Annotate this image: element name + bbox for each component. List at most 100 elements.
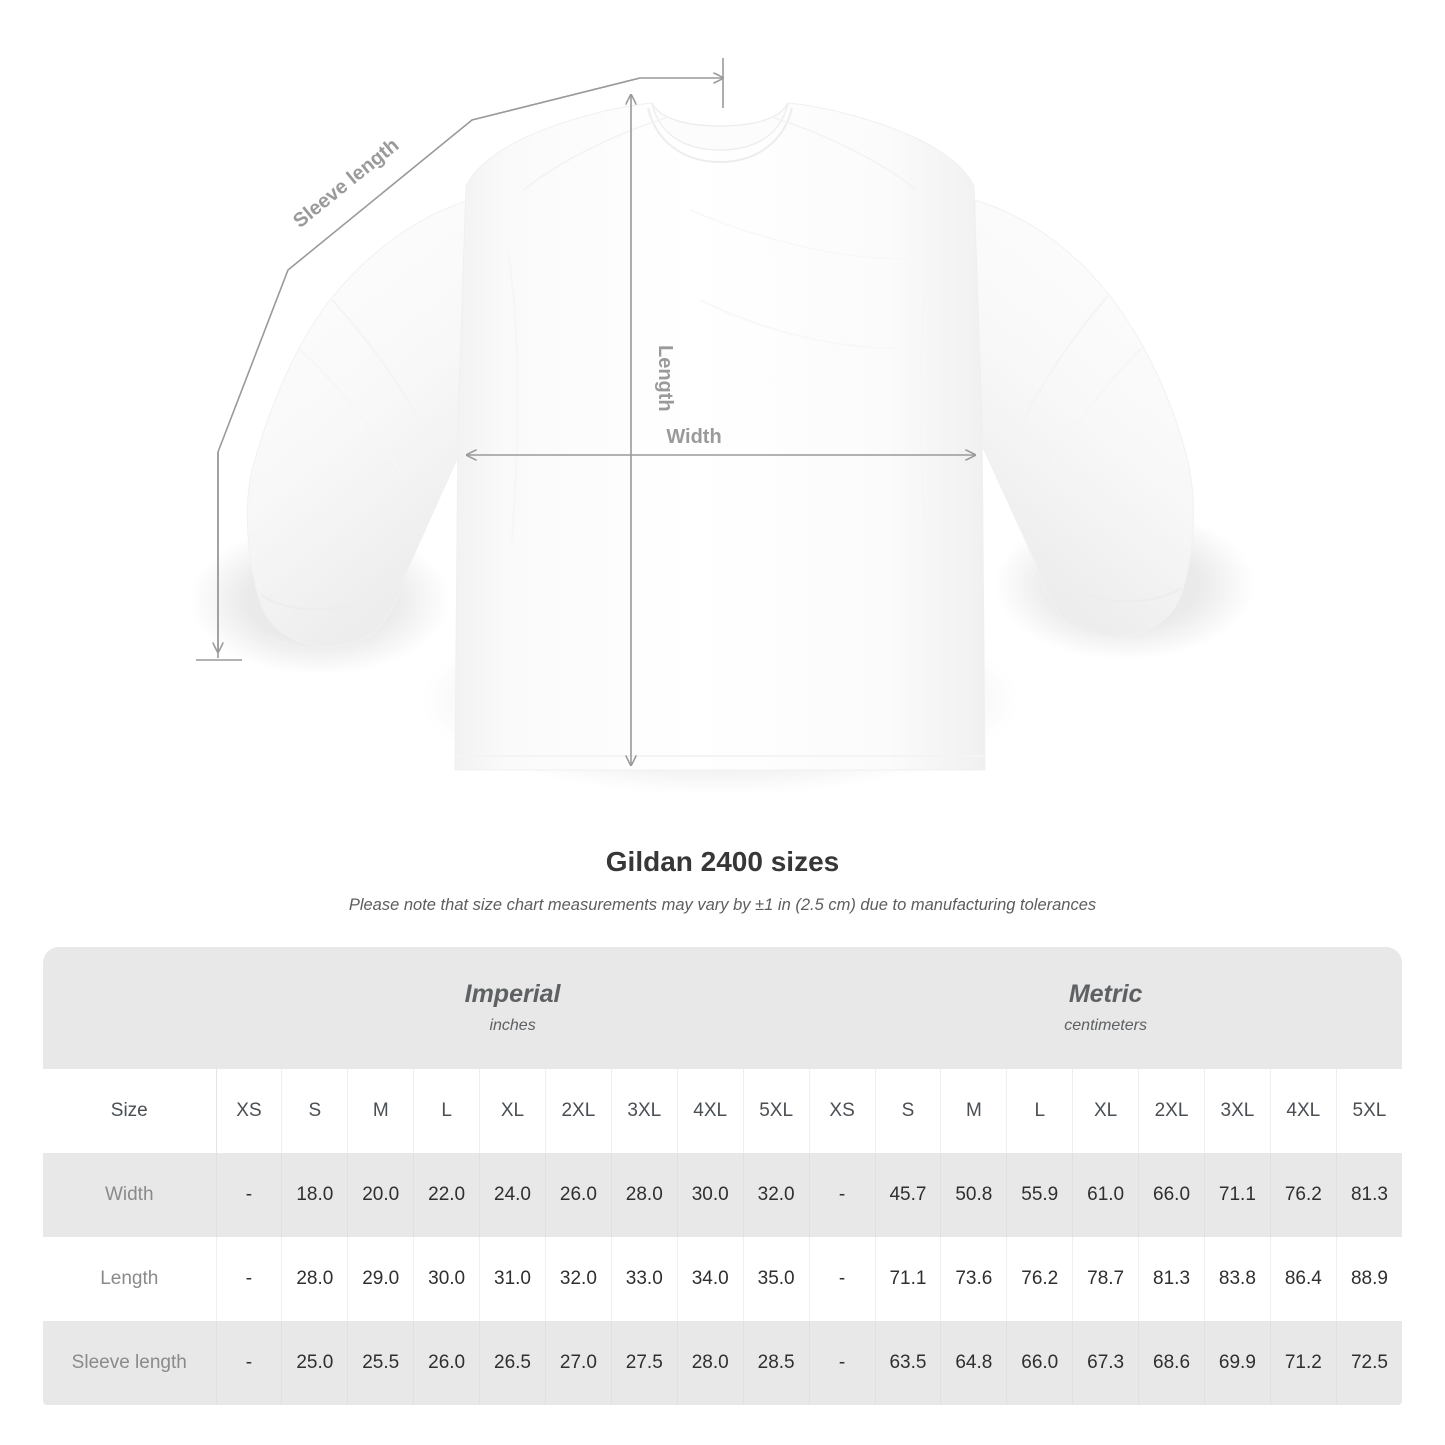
cell-length-imperial-xs: - — [216, 1237, 283, 1321]
cell-sleeve-metric-3xl: 69.9 — [1204, 1321, 1271, 1405]
tolerance-note: Please note that size chart measurements… — [348, 896, 1097, 914]
garment-diagram: Sleeve length Length Width — [190, 58, 1255, 795]
size-header-row: Size XS S M L XL 2XL 3XL 4XL 5XL XS S M … — [43, 1069, 1403, 1153]
cell-width-imperial-2xl: 26.0 — [545, 1153, 612, 1237]
chart-caption: Gildan 2400 sizes Please note that size … — [0, 845, 1445, 915]
cell-length-imperial-2xl: 32.0 — [545, 1237, 612, 1321]
cell-width-imperial-4xl: 30.0 — [677, 1153, 744, 1237]
cell-sleeve-metric-xs: - — [808, 1321, 876, 1405]
size-header-imperial-s: S — [281, 1069, 349, 1153]
cell-sleeve-metric-s: 63.5 — [875, 1321, 942, 1405]
cell-sleeve-imperial-m: 25.5 — [347, 1321, 415, 1405]
cell-width-metric-3xl: 71.1 — [1204, 1153, 1271, 1237]
sleeve-length-label: Sleeve length — [289, 134, 403, 232]
garment-left-sleeve — [246, 199, 471, 649]
cell-length-metric-3xl: 83.8 — [1204, 1237, 1271, 1321]
cell-width-metric-2xl: 66.0 — [1138, 1153, 1205, 1237]
table-row: Width - 18.0 20.0 22.0 24.0 26.0 28.0 30… — [43, 1153, 1403, 1237]
size-header-metric-xs: XS — [808, 1069, 876, 1153]
cell-width-metric-xs: - — [808, 1153, 876, 1237]
size-header-imperial-2xl: 2XL — [545, 1069, 612, 1153]
size-header-metric-3xl: 3XL — [1204, 1069, 1271, 1153]
cell-length-imperial-m: 29.0 — [347, 1237, 415, 1321]
group-title-imperial: Imperial — [464, 980, 561, 1008]
size-header-imperial-4xl: 4XL — [677, 1069, 744, 1153]
size-header-metric-xl: XL — [1072, 1069, 1140, 1153]
cell-length-imperial-l: 30.0 — [413, 1237, 481, 1321]
cell-length-metric-xl: 78.7 — [1072, 1237, 1140, 1321]
group-header-spacer — [43, 947, 216, 1069]
cell-length-metric-xs: - — [808, 1237, 876, 1321]
garment-right-sleeve — [974, 199, 1194, 639]
row-label-length: Length — [43, 1237, 217, 1321]
cell-sleeve-imperial-s: 25.0 — [281, 1321, 349, 1405]
cell-width-imperial-3xl: 28.0 — [611, 1153, 678, 1237]
cell-length-metric-s: 71.1 — [875, 1237, 942, 1321]
size-header-label: Size — [43, 1069, 217, 1153]
cell-length-imperial-xl: 31.0 — [479, 1237, 546, 1321]
size-chart-table: Imperial inches Metric centimeters Size … — [43, 947, 1403, 1405]
cell-length-metric-5xl: 88.9 — [1336, 1237, 1403, 1321]
cell-sleeve-metric-l: 66.0 — [1006, 1321, 1074, 1405]
page-title: Gildan 2400 sizes — [605, 846, 840, 877]
cell-sleeve-metric-xl: 67.3 — [1072, 1321, 1140, 1405]
row-label-sleeve-length: Sleeve length — [43, 1321, 217, 1405]
width-label: Width — [666, 426, 721, 448]
cell-length-imperial-3xl: 33.0 — [611, 1237, 678, 1321]
size-header-imperial-m: M — [347, 1069, 415, 1153]
cell-length-metric-4xl: 86.4 — [1270, 1237, 1337, 1321]
size-header-imperial-xl: XL — [479, 1069, 546, 1153]
row-label-width: Width — [43, 1153, 217, 1237]
cell-width-imperial-s: 18.0 — [281, 1153, 349, 1237]
cell-sleeve-imperial-xl: 26.5 — [479, 1321, 546, 1405]
cell-width-imperial-xl: 24.0 — [479, 1153, 546, 1237]
cell-length-metric-2xl: 81.3 — [1138, 1237, 1205, 1321]
group-title-metric: Metric — [1068, 980, 1143, 1008]
size-header-metric-5xl: 5XL — [1336, 1069, 1403, 1153]
cell-length-metric-m: 73.6 — [940, 1237, 1008, 1321]
size-header-metric-l: L — [1006, 1069, 1074, 1153]
table-row: Sleeve length - 25.0 25.5 26.0 26.5 27.0… — [43, 1321, 1403, 1405]
cell-width-metric-s: 45.7 — [875, 1153, 942, 1237]
size-header-metric-m: M — [940, 1069, 1008, 1153]
cell-sleeve-imperial-xs: - — [216, 1321, 283, 1405]
cell-width-metric-m: 50.8 — [940, 1153, 1008, 1237]
width-annotation: Width — [467, 426, 975, 455]
size-header-metric-s: S — [875, 1069, 942, 1153]
cell-length-imperial-4xl: 34.0 — [677, 1237, 744, 1321]
size-header-metric-4xl: 4XL — [1270, 1069, 1337, 1153]
cell-width-imperial-l: 22.0 — [413, 1153, 481, 1237]
cell-length-metric-l: 76.2 — [1006, 1237, 1074, 1321]
cell-sleeve-imperial-3xl: 27.5 — [611, 1321, 678, 1405]
cell-width-metric-5xl: 81.3 — [1336, 1153, 1403, 1237]
cell-sleeve-imperial-2xl: 27.0 — [545, 1321, 612, 1405]
cell-sleeve-imperial-5xl: 28.5 — [743, 1321, 810, 1405]
cell-sleeve-metric-2xl: 68.6 — [1138, 1321, 1205, 1405]
cell-sleeve-metric-4xl: 71.2 — [1270, 1321, 1337, 1405]
cell-sleeve-metric-m: 64.8 — [940, 1321, 1008, 1405]
length-label: Length — [654, 345, 676, 412]
cell-width-metric-4xl: 76.2 — [1270, 1153, 1337, 1237]
cell-width-imperial-5xl: 32.0 — [743, 1153, 810, 1237]
size-header-imperial-3xl: 3XL — [611, 1069, 678, 1153]
group-header-metric: Metric centimeters — [809, 947, 1403, 1069]
cell-sleeve-imperial-4xl: 28.0 — [677, 1321, 744, 1405]
table-row: Length - 28.0 29.0 30.0 31.0 32.0 33.0 3… — [43, 1237, 1403, 1321]
cell-width-imperial-xs: - — [216, 1153, 283, 1237]
length-annotation: Length — [631, 95, 676, 765]
size-header-imperial-xs: XS — [216, 1069, 283, 1153]
cell-width-imperial-m: 20.0 — [347, 1153, 415, 1237]
cell-width-metric-l: 55.9 — [1006, 1153, 1074, 1237]
group-subtitle-metric: centimeters — [1064, 1017, 1147, 1034]
cell-sleeve-metric-5xl: 72.5 — [1336, 1321, 1403, 1405]
cell-length-imperial-s: 28.0 — [281, 1237, 349, 1321]
size-header-metric-2xl: 2XL — [1138, 1069, 1205, 1153]
garment-body — [454, 102, 986, 771]
group-subtitle-imperial: inches — [489, 1017, 536, 1034]
cell-width-metric-xl: 61.0 — [1072, 1153, 1140, 1237]
size-header-imperial-5xl: 5XL — [743, 1069, 810, 1153]
cell-sleeve-imperial-l: 26.0 — [413, 1321, 481, 1405]
unit-group-header-row: Imperial inches Metric centimeters — [43, 947, 1403, 1069]
group-header-imperial: Imperial inches — [216, 947, 810, 1069]
cell-length-imperial-5xl: 35.0 — [743, 1237, 810, 1321]
